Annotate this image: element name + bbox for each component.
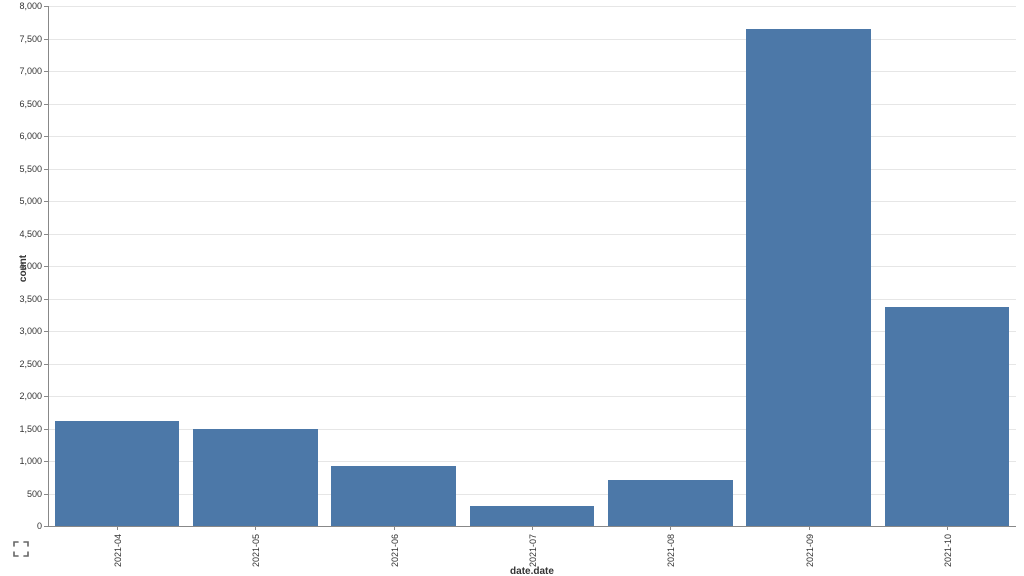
x-tick-mark — [532, 526, 533, 530]
x-tick-mark — [394, 526, 395, 530]
y-tick-label: 3,500 — [19, 294, 48, 304]
y-tick-label: 2,000 — [19, 391, 48, 401]
y-tick-label: 6,500 — [19, 99, 48, 109]
y-tick-label: 1,500 — [19, 424, 48, 434]
x-tick-mark — [670, 526, 671, 530]
gridline — [48, 169, 1016, 170]
y-axis-title: count — [18, 255, 29, 282]
x-axis-title: date.date — [510, 566, 554, 576]
gridline — [48, 234, 1016, 235]
x-tick-label: 2021-08 — [666, 534, 676, 567]
bar — [746, 29, 870, 526]
gridline — [48, 331, 1016, 332]
bar — [193, 429, 317, 527]
y-tick-label: 5,000 — [19, 196, 48, 206]
y-tick-label: 2,500 — [19, 359, 48, 369]
bar — [331, 466, 455, 526]
y-tick-label: 8,000 — [19, 1, 48, 11]
y-tick-label: 4,500 — [19, 229, 48, 239]
x-tick-label: 2021-06 — [390, 534, 400, 567]
gridline — [48, 6, 1016, 7]
y-tick-label: 3,000 — [19, 326, 48, 336]
y-tick-label: 0 — [37, 521, 48, 531]
gridline — [48, 104, 1016, 105]
y-axis-line — [48, 6, 49, 526]
x-tick-mark — [117, 526, 118, 530]
y-tick-label: 7,000 — [19, 66, 48, 76]
plot-area: 05001,0001,5002,0002,5003,0003,5004,0004… — [48, 6, 1016, 526]
x-tick-mark — [255, 526, 256, 530]
gridline — [48, 266, 1016, 267]
bar — [470, 506, 594, 526]
gridline — [48, 39, 1016, 40]
x-tick-label: 2021-04 — [113, 534, 123, 567]
bar-chart: 05001,0001,5002,0002,5003,0003,5004,0004… — [0, 0, 1024, 576]
gridline — [48, 299, 1016, 300]
bar — [55, 421, 179, 526]
y-tick-label: 500 — [27, 489, 48, 499]
y-tick-label: 7,500 — [19, 34, 48, 44]
gridline — [48, 136, 1016, 137]
y-tick-label: 6,000 — [19, 131, 48, 141]
gridline — [48, 396, 1016, 397]
gridline — [48, 364, 1016, 365]
x-tick-label: 2021-09 — [805, 534, 815, 567]
x-tick-mark — [947, 526, 948, 530]
gridline — [48, 71, 1016, 72]
expand-fullscreen-icon[interactable] — [12, 540, 30, 558]
x-tick-label: 2021-10 — [943, 534, 953, 567]
x-tick-label: 2021-07 — [528, 534, 538, 567]
gridline — [48, 201, 1016, 202]
x-tick-label: 2021-05 — [251, 534, 261, 567]
bar — [608, 480, 732, 526]
x-tick-mark — [809, 526, 810, 530]
y-tick-label: 5,500 — [19, 164, 48, 174]
y-tick-label: 1,000 — [19, 456, 48, 466]
bar — [885, 307, 1009, 526]
